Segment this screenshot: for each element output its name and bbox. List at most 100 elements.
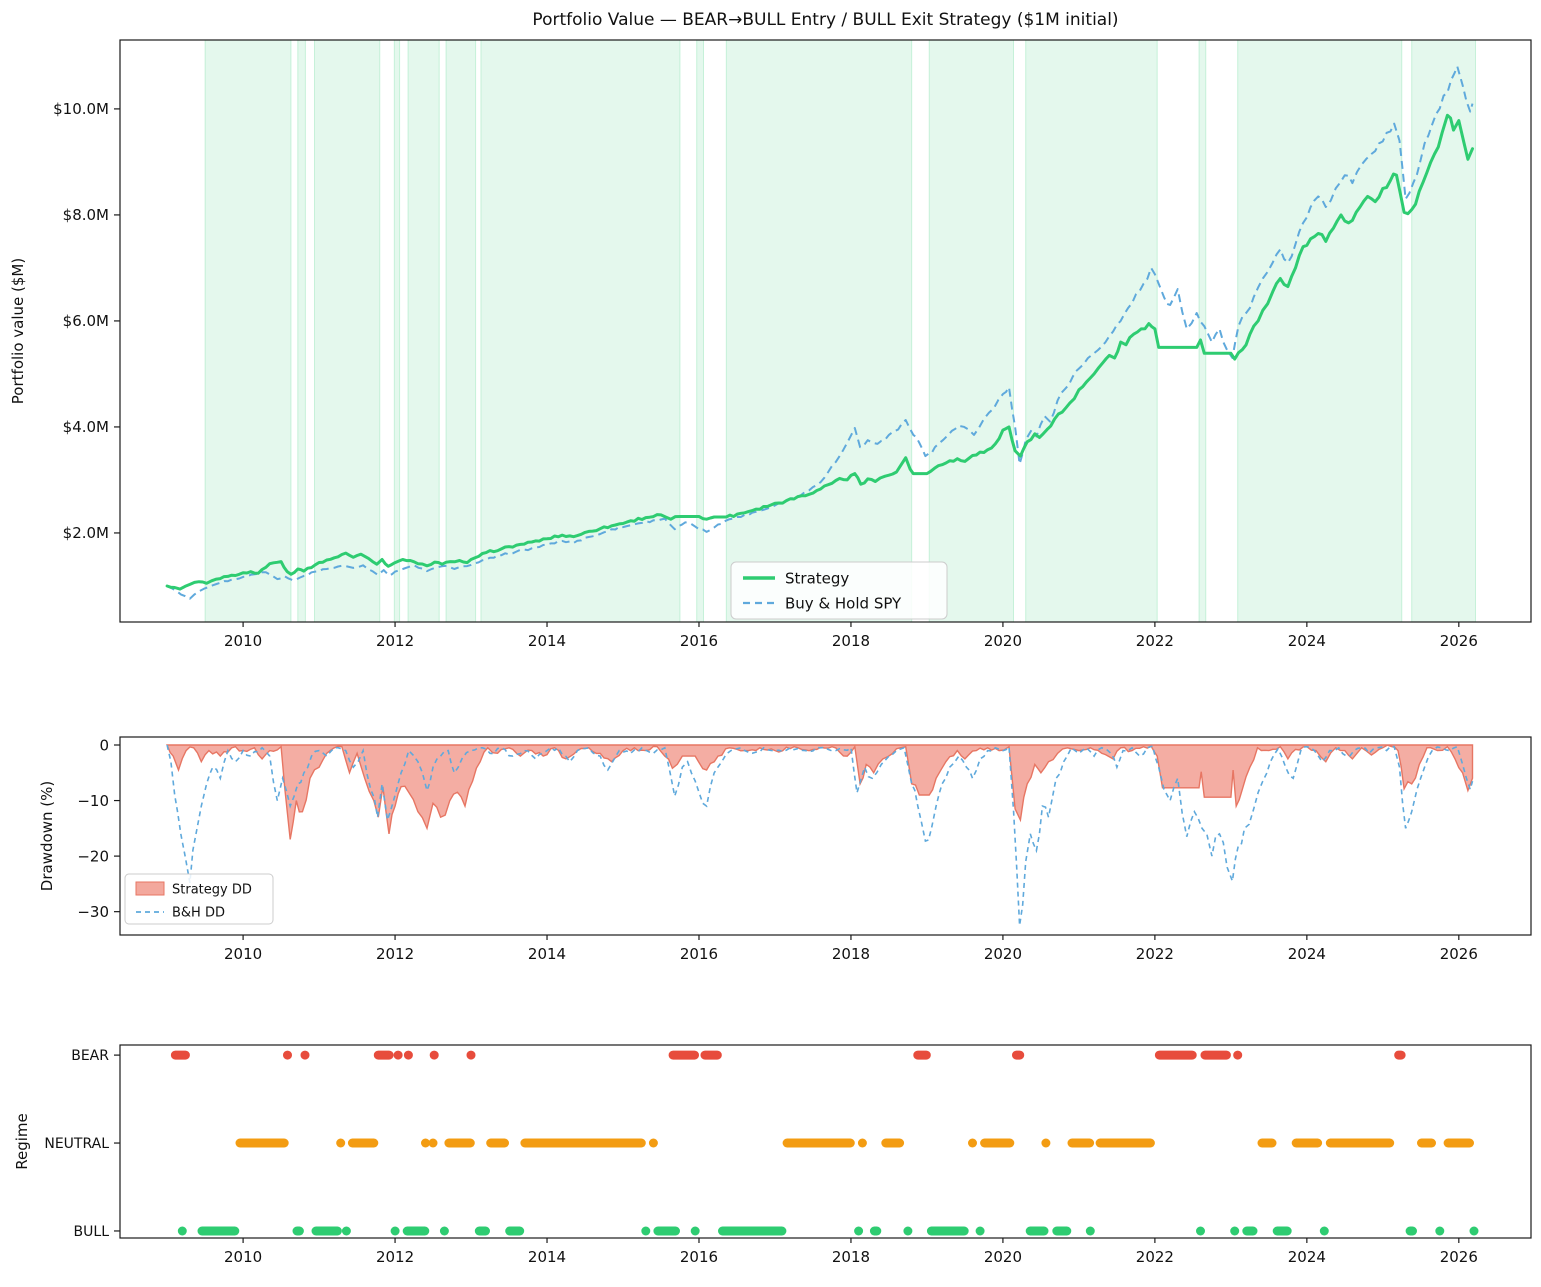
in-market-band: [1411, 39, 1476, 623]
regime-dot-segment: [1052, 1226, 1072, 1236]
x-tick-label: 2012: [376, 945, 414, 963]
regime-dot-segment: [1272, 1226, 1292, 1236]
x-tick-label: 2016: [680, 632, 718, 650]
regime-dot-segment: [1095, 1138, 1155, 1148]
x-tick-label: 2018: [832, 945, 870, 963]
regime-row-bear: [170, 1050, 1406, 1060]
regime-dot-segment: [980, 1138, 1015, 1148]
regime-dot-segment: [857, 1138, 867, 1148]
portfolio-legend: Strategy Buy & Hold SPY: [730, 561, 948, 620]
regime-dot-segment: [300, 1050, 310, 1060]
x-tick-label: 2016: [680, 1248, 718, 1266]
bh-dd-line: [166, 744, 1474, 926]
legend-strategy-dd-patch: [135, 881, 165, 896]
x-tick-label: 2010: [224, 1248, 262, 1266]
regime-dot-segment: [975, 1226, 985, 1236]
in-market-bands: [204, 39, 1476, 623]
y-tick-label: −30: [77, 903, 109, 921]
regime-dot-segment: [903, 1226, 913, 1236]
x-tick-label: 2022: [1136, 1248, 1174, 1266]
x-tick-label: 2012: [376, 632, 414, 650]
regime-tick-label: NEUTRAL: [44, 1136, 109, 1152]
portfolio-y-axis-label: Portfolio value ($M): [9, 258, 27, 404]
x-tick-label: 2022: [1136, 945, 1174, 963]
regime-dot-segment: [486, 1138, 509, 1148]
drawdown-chart-frame: [119, 736, 1532, 936]
regime-dot-segment: [1443, 1138, 1474, 1148]
regime-dot-segment: [177, 1226, 187, 1236]
x-tick-label: 2020: [984, 945, 1022, 963]
x-tick-label: 2020: [984, 1248, 1022, 1266]
regime-dot-segment: [718, 1226, 787, 1236]
x-tick-label: 2020: [984, 632, 1022, 650]
in-market-band: [407, 39, 440, 623]
regime-dot-segment: [444, 1138, 475, 1148]
y-tick-label: $4.0M: [63, 418, 109, 436]
regime-row-bull: [177, 1226, 1479, 1236]
regime-dot-segment: [197, 1226, 240, 1236]
legend-buy-hold-label: Buy & Hold SPY: [785, 594, 902, 612]
x-tick-label: 2024: [1288, 632, 1326, 650]
regime-dot-segment: [428, 1138, 438, 1148]
regime-dot-segment: [1012, 1050, 1025, 1060]
regime-dot-segment: [505, 1226, 525, 1236]
in-market-band: [204, 39, 292, 623]
in-market-band: [393, 39, 401, 623]
regime-dot-segment: [311, 1226, 342, 1236]
regime-row-neutral: [235, 1138, 1474, 1148]
regime-dot-segment: [520, 1138, 646, 1148]
in-market-band: [725, 39, 913, 623]
y-tick-label: −20: [77, 847, 109, 865]
regime-dot-segment: [1233, 1050, 1243, 1060]
regime-dot-segment: [648, 1138, 658, 1148]
y-tick-label: 0: [99, 736, 109, 754]
x-tick-label: 2026: [1440, 632, 1478, 650]
y-tick-label: $10.0M: [53, 100, 109, 118]
regime-chart-frame: [119, 1044, 1532, 1239]
regime-dot-segment: [283, 1050, 292, 1060]
y-tick-label: $6.0M: [63, 312, 109, 330]
x-tick-label: 2014: [528, 632, 566, 650]
regime-dot-segment: [913, 1050, 931, 1060]
regime-dot-segment: [881, 1138, 905, 1148]
regime-dot-segment: [466, 1050, 476, 1060]
regime-dot-segment: [1200, 1050, 1231, 1060]
in-market-band: [928, 39, 1015, 623]
in-market-band: [297, 39, 306, 623]
in-market-band: [314, 39, 381, 623]
regime-dot-segment: [421, 1138, 430, 1148]
regime-dot-segment: [402, 1226, 430, 1236]
y-tick-label: $8.0M: [63, 206, 109, 224]
in-market-band: [480, 39, 681, 623]
regime-dot-segment: [1469, 1226, 1479, 1236]
regime-dot-segment: [641, 1226, 651, 1236]
x-tick-label: 2014: [528, 1248, 566, 1266]
regime-dot-segment: [336, 1138, 346, 1148]
regime-dot-segment: [926, 1226, 969, 1236]
figure-title: Portfolio Value — BEAR→BULL Entry / BULL…: [532, 10, 1118, 30]
regime-dot-segment: [1257, 1138, 1277, 1148]
regime-dot-segment: [1394, 1050, 1406, 1060]
y-tick-label: −10: [77, 792, 109, 810]
regime-dot-segment: [1085, 1226, 1095, 1236]
regime-dot-segment: [1196, 1226, 1205, 1236]
regime-dot-segment: [690, 1226, 700, 1236]
regime-dot-segment: [235, 1138, 289, 1148]
regime-dot-segment: [1230, 1226, 1240, 1236]
regime-dot-segment: [439, 1226, 449, 1236]
regime-dot-segment: [1291, 1138, 1323, 1148]
regime-dot-segment: [653, 1226, 680, 1236]
regime-dot-segment: [429, 1050, 439, 1060]
regime-tick-label: BULL: [74, 1224, 110, 1240]
regime-dot-segment: [170, 1050, 190, 1060]
portfolio-chart-frame: [119, 39, 1532, 623]
regime-dot-segment: [968, 1138, 977, 1148]
x-tick-label: 2026: [1440, 1248, 1478, 1266]
regime-dot-segment: [390, 1226, 400, 1236]
strategy-dd-area: [166, 744, 1474, 840]
x-tick-label: 2010: [224, 632, 262, 650]
regime-dot-segment: [1242, 1226, 1258, 1236]
regime-dot-segment: [869, 1226, 882, 1236]
